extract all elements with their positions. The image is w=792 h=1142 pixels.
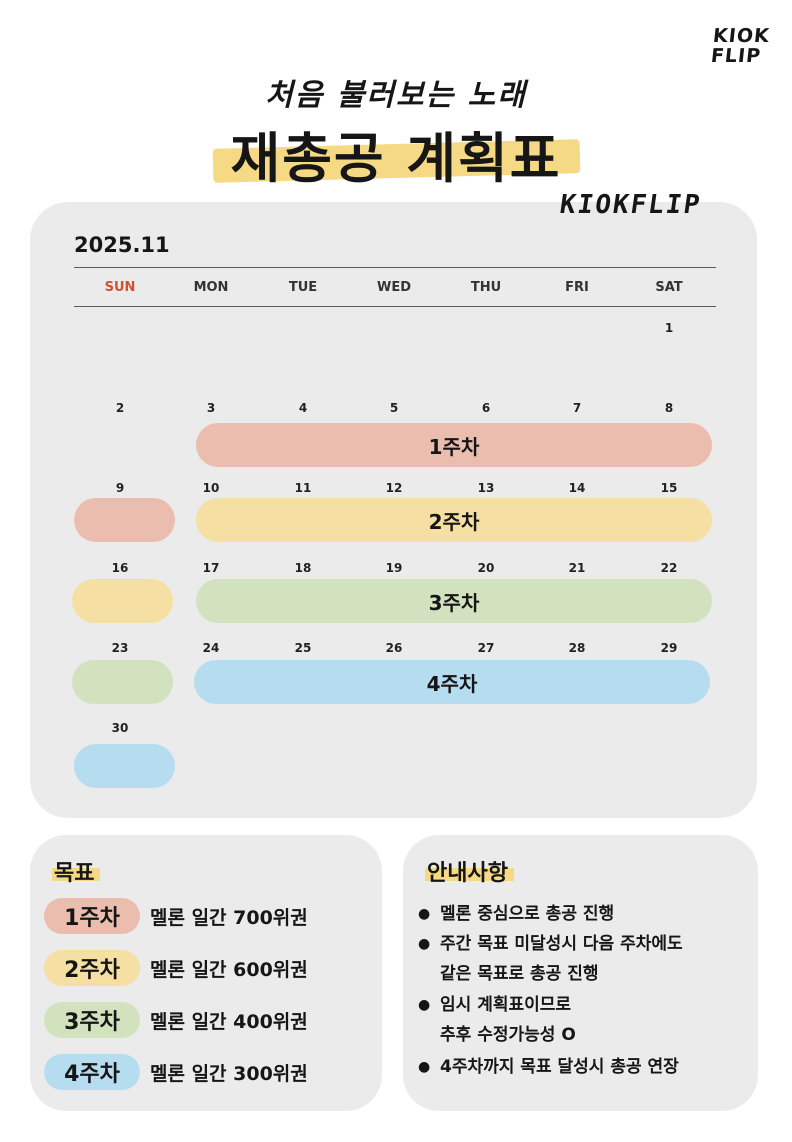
notice-line: 추후 수정가능성 O [440,1025,576,1045]
goal-row: 3주차 멜론 일간 400위권 [44,1001,308,1039]
weekday-sat: SAT [655,280,683,295]
weekday-fri: FRI [565,280,589,295]
calendar-day: 7 [572,401,582,415]
calendar-day: 1 [664,321,674,335]
calendar-day: 17 [202,561,220,575]
calendar-day: 4 [298,401,308,415]
week-bar-4: 4주차 [194,660,710,704]
notice-line: 4주차까지 목표 달성시 총공 연장 [440,1057,679,1077]
bullet-icon: ● [418,997,431,1013]
goals-heading: 목표 [51,855,102,887]
bullet-icon: ● [418,906,431,922]
calendar-divider-bottom [74,306,716,307]
calendar-day: 5 [389,401,399,415]
goal-week-pill: 2주차 [44,950,140,986]
weekday-thu: THU [470,280,502,295]
brand-logo: KIOK FLIP [709,25,774,67]
calendar-day: 12 [385,481,403,495]
goal-text: 멜론 일간 700위권 [150,906,308,929]
calendar-day: 18 [294,561,312,575]
sunday-marker-2 [72,579,173,623]
calendar-day: 25 [294,641,312,655]
calendar-day: 11 [294,481,312,495]
calendar-month: 2025.11 [74,233,170,257]
notice-line: 주간 목표 미달성시 다음 주차에도 [440,934,683,954]
brand-logo-line2: FLIP [709,45,763,67]
sunday-marker-3 [72,660,173,704]
calendar-day: 2 [115,401,125,415]
weekday-tue: TUE [288,280,318,295]
goal-week-pill: 3주차 [44,1002,140,1038]
goal-text: 멜론 일간 300위권 [150,1062,308,1085]
notice-line: 같은 목표로 총공 진행 [440,964,599,984]
poster-title: 재총공 계획표 [217,114,576,193]
calendar-day: 15 [660,481,678,495]
notice-item: ● 임시 계획표이므로 추후 수정가능성 O [418,990,748,1050]
goal-week-pill: 4주차 [44,1054,140,1090]
calendar-day: 24 [202,641,220,655]
week-bar-3: 3주차 [196,579,712,623]
calendar-day: 30 [111,721,129,735]
bullet-icon: ● [418,936,431,952]
calendar-day: 21 [568,561,586,575]
goal-row: 4주차 멜론 일간 300위권 [44,1053,308,1091]
notice-line: 임시 계획표이므로 [440,995,572,1015]
notice-item: ● 주간 목표 미달성시 다음 주차에도 같은 목표로 총공 진행 [418,929,748,989]
calendar-day: 6 [481,401,491,415]
calendar-day: 23 [111,641,129,655]
calendar-day: 27 [477,641,495,655]
calendar-day: 22 [660,561,678,575]
notice-heading: 안내사항 [425,855,514,887]
goal-row: 1주차 멜론 일간 700위권 [44,897,308,935]
calendar-divider-top [74,267,716,268]
notice-item: ● 4주차까지 목표 달성시 총공 연장 [418,1052,748,1082]
notice-line: 멜론 중심으로 총공 진행 [440,904,615,924]
calendar-day: 16 [111,561,129,575]
calendar-day: 14 [568,481,586,495]
brand-logo-line1: KIOK [711,25,771,47]
bullet-icon: ● [418,1059,431,1075]
title-wrap: 재총공 계획표 [0,114,792,193]
calendar-day: 26 [385,641,403,655]
sunday-marker-4 [74,744,175,788]
calendar-day: 20 [477,561,495,575]
week-bar-1: 1주차 [196,423,712,467]
calendar-day: 29 [660,641,678,655]
notice-item: ● 멜론 중심으로 총공 진행 [418,899,748,929]
notice-panel [403,835,758,1111]
calendar-day: 13 [477,481,495,495]
calendar-day: 28 [568,641,586,655]
calendar-day: 9 [115,481,125,495]
calendar-day: 10 [202,481,220,495]
calendar-day: 3 [206,401,216,415]
calendar-day: 19 [385,561,403,575]
week-bar-2: 2주차 [196,498,712,542]
brand-logo-mid: KIOKFLIP [557,190,704,220]
sunday-marker-1 [74,498,175,542]
goal-row: 2주차 멜론 일간 600위권 [44,949,308,987]
calendar-day: 8 [664,401,674,415]
weekday-mon: MON [193,280,229,295]
poster-subtitle: 처음 불러보는 노래 [265,78,527,113]
goal-week-pill: 1주차 [44,898,140,934]
weekday-sun: SUN [104,280,136,295]
weekday-wed: WED [376,280,411,295]
goal-text: 멜론 일간 600위권 [150,958,308,981]
goal-text: 멜론 일간 400위권 [150,1010,308,1033]
